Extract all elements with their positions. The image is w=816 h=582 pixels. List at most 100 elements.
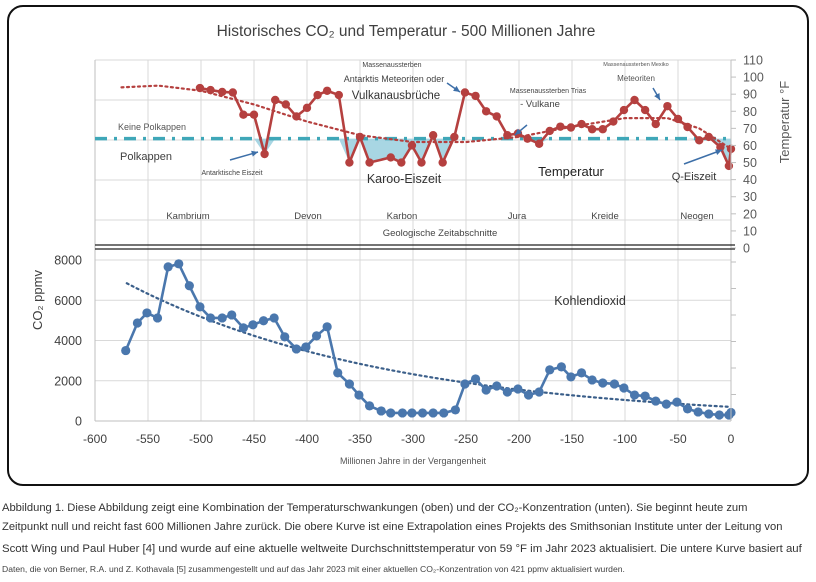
- temp-tick-label: 80: [743, 105, 757, 119]
- co2-series-label: Kohlendioxid: [554, 294, 626, 308]
- annotation-karoo-eiszeit: Karoo-Eiszeit: [367, 172, 442, 186]
- co2-point: [163, 262, 173, 272]
- ice-age-fill: [199, 138, 731, 166]
- co2-point: [195, 302, 205, 312]
- temperature-point: [481, 107, 491, 116]
- co2-point: [417, 408, 428, 418]
- co2-point: [640, 391, 650, 401]
- co2-point: [227, 310, 237, 320]
- temperature-point: [206, 85, 215, 95]
- co2-point: [269, 313, 279, 323]
- co2-point: [407, 408, 417, 418]
- temperature-point: [292, 112, 301, 121]
- temperature-point: [695, 136, 704, 145]
- co2-point: [672, 397, 682, 407]
- co2-point: [174, 259, 184, 269]
- x-tick-label: 0: [728, 432, 735, 446]
- temperature-point: [355, 132, 365, 142]
- x-tick-label: -350: [348, 432, 372, 446]
- temp-tick-label: 0: [743, 242, 750, 256]
- temperature-point: [619, 105, 629, 115]
- co2-point: [492, 381, 502, 391]
- annotation-vulkanausbrueche: Vulkanausbrüche: [352, 90, 440, 102]
- temperature-point: [228, 88, 237, 97]
- x-tick-label: -400: [295, 432, 319, 446]
- co2-point: [121, 345, 131, 356]
- temperature-point: [630, 95, 639, 105]
- co2-point: [132, 318, 142, 328]
- co2-axis-title: CO₂ ppmv: [30, 270, 45, 330]
- x-axis-title: Millionen Jahre in der Vergangenheit: [340, 456, 487, 466]
- temperature-point: [450, 132, 459, 142]
- temp-tick-label: 60: [743, 139, 757, 153]
- x-tick-label: -450: [242, 432, 266, 446]
- co2-point: [376, 406, 386, 416]
- co2-point: [693, 407, 703, 417]
- co2-point: [682, 404, 693, 414]
- co2-point: [566, 372, 576, 382]
- temp-tick-label: 110: [743, 54, 763, 68]
- x-tick-label: -300: [401, 432, 425, 446]
- co2-point: [322, 322, 332, 332]
- temperature-point: [438, 158, 447, 167]
- period-jura: Jura: [508, 211, 527, 222]
- temperature-point: [322, 86, 332, 95]
- period-devon: Devon: [294, 211, 321, 222]
- co2-point: [450, 405, 460, 415]
- temperature-point: [407, 141, 417, 150]
- co2-point: [184, 281, 194, 291]
- co2-point: [333, 368, 343, 378]
- annotation-massenaussterben: Massenaussterben: [362, 62, 421, 69]
- co2-point: [311, 331, 322, 341]
- period-karbon: Karbon: [387, 211, 418, 222]
- temperature-point: [281, 100, 290, 109]
- co2-point: [576, 368, 587, 378]
- temperature-point: [492, 112, 501, 121]
- co2-point: [534, 387, 544, 397]
- caption-line-4: Daten, die von Berner, R.A. und Z. Kotha…: [2, 564, 625, 574]
- co2-point: [609, 379, 620, 389]
- x-tick-label: -200: [507, 432, 531, 446]
- temperature-point: [523, 134, 532, 143]
- temperature-point: [428, 131, 438, 140]
- temperature-point: [260, 149, 269, 159]
- co2-point: [291, 344, 301, 354]
- co2-tick-label: 2000: [54, 374, 82, 388]
- x-tick-label: -600: [83, 432, 107, 446]
- antarctic-ice-age-arrow-head: [251, 150, 258, 157]
- co2-point: [301, 342, 311, 352]
- temperature-point: [471, 91, 480, 101]
- temp-tick-label: 100: [743, 71, 764, 85]
- temperature-point: [417, 158, 426, 167]
- period-kambrium: Kambrium: [166, 211, 209, 222]
- co2-point: [629, 390, 640, 400]
- co2-point: [502, 387, 512, 397]
- temp-tick-label: 90: [743, 88, 757, 102]
- co2-point: [397, 408, 407, 418]
- x-tick-label: -100: [613, 432, 637, 446]
- caption-line-1: Abbildung 1. Diese Abbildung zeigt eine …: [2, 502, 748, 514]
- annotation-vulkane: - Vulkane: [520, 99, 560, 110]
- temperature-point: [704, 132, 713, 142]
- temperature-point: [577, 119, 586, 129]
- temperature-point: [397, 158, 406, 167]
- co2-point: [205, 313, 216, 323]
- temp-tick-label: 40: [743, 173, 757, 187]
- co2-point: [598, 378, 608, 388]
- co2-line: [124, 262, 732, 417]
- period-kreide: Kreide: [591, 211, 618, 222]
- chart-title: Historisches CO₂ und Temperatur - 500 Mi…: [217, 23, 596, 40]
- temperature-point: [534, 139, 544, 148]
- co2-point: [217, 313, 227, 323]
- annotation-massenaussterben-trias: Massenaussterben Trias: [510, 88, 587, 95]
- temperature-point: [345, 158, 354, 167]
- annotation-antarktische-eiszeit: Antarktische Eiszeit: [201, 170, 262, 177]
- x-tick-label: -550: [136, 432, 160, 446]
- co2-point: [651, 396, 661, 406]
- temperature-point: [545, 126, 554, 136]
- co2-point: [714, 410, 724, 420]
- co2-point: [344, 379, 354, 389]
- temperature-point: [249, 110, 259, 119]
- co2-tick-label: 8000: [54, 254, 82, 268]
- co2-tick-label: 6000: [54, 294, 82, 308]
